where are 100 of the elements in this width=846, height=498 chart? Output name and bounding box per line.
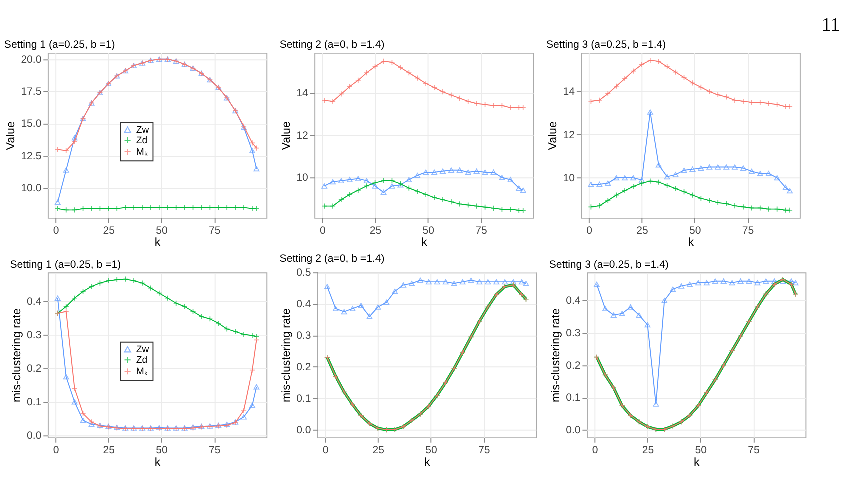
point — [596, 182, 603, 188]
point — [748, 205, 755, 212]
y-tick-label: 0.2 — [27, 363, 42, 376]
point — [653, 402, 660, 407]
point — [80, 288, 86, 295]
legend-label: Zd — [136, 135, 148, 146]
point — [148, 285, 154, 292]
point — [670, 286, 676, 292]
point — [409, 281, 416, 286]
point — [250, 148, 256, 154]
y-tick-label: 10 — [563, 172, 576, 184]
x-axis-title: k — [422, 237, 428, 250]
x-tick-label: 75 — [209, 224, 221, 237]
point — [358, 303, 364, 308]
point — [355, 77, 362, 84]
y-axis-title: Value — [280, 122, 293, 150]
point — [173, 204, 180, 211]
point — [442, 279, 449, 285]
point — [516, 186, 522, 191]
point — [190, 204, 196, 211]
point — [448, 92, 454, 98]
point — [114, 277, 120, 283]
x-tick-label: 0 — [320, 224, 326, 237]
point — [97, 206, 104, 212]
point — [588, 182, 594, 188]
point — [774, 175, 780, 181]
y-tick-label: 15.0 — [21, 118, 42, 130]
point — [757, 205, 764, 212]
point — [754, 280, 761, 286]
point — [774, 206, 780, 212]
chart-title: Setting 3 (a=0.25, b =1.4) — [546, 39, 666, 52]
point — [681, 189, 688, 196]
point — [690, 80, 696, 86]
point — [224, 326, 230, 332]
point — [207, 204, 214, 211]
x-tick-label: 25 — [103, 224, 116, 237]
point — [619, 311, 626, 316]
point — [638, 180, 645, 186]
point — [380, 178, 387, 184]
x-tick-label: 50 — [156, 224, 168, 237]
point — [372, 180, 378, 186]
point — [746, 278, 752, 284]
point — [182, 304, 188, 310]
point — [80, 206, 86, 212]
point — [322, 184, 328, 189]
point — [164, 295, 171, 302]
point — [346, 84, 353, 90]
point — [63, 308, 70, 315]
y-tick-label: 12.5 — [21, 150, 42, 162]
y-tick-label: 0.4 — [296, 298, 312, 310]
point — [724, 94, 730, 100]
point — [474, 100, 480, 107]
point — [330, 98, 336, 105]
point — [332, 306, 339, 312]
point — [355, 176, 362, 182]
x-tick-label: 0 — [322, 444, 329, 456]
point — [364, 178, 370, 184]
y-axis-title: mis-clustering rate — [11, 308, 24, 403]
point — [216, 320, 222, 326]
legend-label: Zw — [136, 344, 150, 356]
x-tick-label: 50 — [695, 444, 708, 456]
point — [738, 278, 744, 284]
point — [465, 170, 472, 176]
point — [122, 276, 129, 282]
point — [672, 69, 679, 76]
x-tick-label: 25 — [103, 444, 116, 456]
point — [465, 202, 472, 208]
point — [490, 170, 497, 176]
point — [656, 179, 662, 186]
y-tick-label: 0.5 — [296, 266, 312, 279]
point — [763, 278, 770, 284]
point — [690, 166, 696, 172]
point — [254, 166, 260, 172]
y-tick-label: 0.3 — [566, 327, 581, 340]
point — [766, 206, 772, 212]
point — [372, 64, 378, 70]
point — [638, 178, 645, 183]
point — [664, 174, 670, 180]
point — [706, 88, 713, 95]
point — [482, 102, 488, 108]
point — [672, 186, 679, 192]
y-tick-label: 0.3 — [296, 330, 312, 342]
point — [706, 164, 713, 170]
point — [406, 177, 412, 182]
x-tick-label: 75 — [742, 224, 754, 237]
y-axis-title: mis-clustering rate — [550, 308, 562, 403]
point — [406, 185, 412, 192]
x-axis-title: k — [688, 237, 694, 250]
point — [520, 188, 526, 194]
point — [423, 80, 430, 87]
point — [432, 170, 438, 176]
point — [724, 200, 730, 207]
point — [596, 97, 603, 104]
point — [465, 98, 472, 105]
point — [250, 140, 256, 146]
y-tick-label: 0.0 — [296, 424, 312, 436]
point — [602, 306, 608, 312]
x-tick-label: 50 — [422, 224, 435, 237]
x-tick-label: 25 — [636, 224, 648, 237]
point — [766, 171, 772, 176]
